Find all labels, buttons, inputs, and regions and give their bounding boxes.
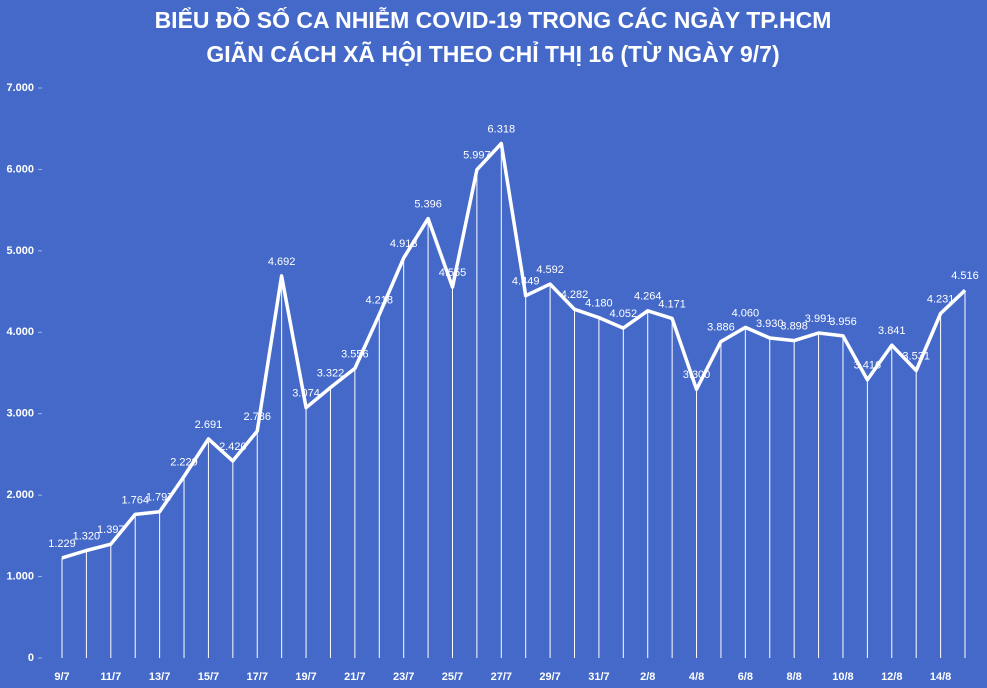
value-label: 4.449 xyxy=(512,276,540,288)
value-label: 3.322 xyxy=(317,367,345,379)
y-tick-label: 0 xyxy=(28,652,34,664)
value-label: 3.898 xyxy=(780,320,808,332)
y-tick-label: 3.000 xyxy=(6,408,34,420)
value-label: 4.264 xyxy=(634,291,662,303)
value-label: 3.300 xyxy=(683,369,711,381)
value-label: 3.416 xyxy=(854,360,882,372)
x-tick-label: 25/7 xyxy=(442,671,463,683)
x-tick-label: 10/8 xyxy=(832,671,853,683)
x-tick-label: 8/8 xyxy=(787,671,802,683)
value-label: 3.074 xyxy=(292,388,320,400)
x-tick-label: 12/8 xyxy=(881,671,902,683)
y-tick-label: 4.000 xyxy=(6,326,34,338)
value-label: 5.997 xyxy=(463,150,491,162)
value-label: 4.913 xyxy=(390,238,418,250)
x-tick-label: 21/7 xyxy=(344,671,365,683)
value-label: 4.180 xyxy=(585,298,613,310)
value-label: 3.556 xyxy=(341,348,369,360)
value-label: 1.797 xyxy=(146,492,174,504)
x-tick-label: 4/8 xyxy=(689,671,704,683)
value-label: 1.397 xyxy=(97,524,125,536)
value-label: 4.282 xyxy=(561,289,589,301)
value-label: 3.956 xyxy=(829,316,857,328)
x-tick-label: 29/7 xyxy=(539,671,560,683)
x-tick-label: 15/7 xyxy=(198,671,219,683)
value-label: 4.171 xyxy=(658,298,686,310)
value-label: 3.930 xyxy=(756,318,784,330)
y-tick-label: 7.000 xyxy=(6,82,34,94)
value-label: 4.218 xyxy=(366,294,394,306)
value-label: 4.516 xyxy=(951,270,979,282)
value-label: 1.229 xyxy=(48,538,76,550)
value-label: 4.592 xyxy=(536,264,564,276)
y-tick-label: 1.000 xyxy=(6,570,34,582)
x-tick-label: 27/7 xyxy=(491,671,512,683)
x-tick-label: 9/7 xyxy=(54,671,69,683)
value-label: 2.420 xyxy=(219,441,247,453)
y-tick-label: 2.000 xyxy=(6,489,34,501)
x-tick-label: 17/7 xyxy=(247,671,268,683)
value-label: 3.841 xyxy=(878,325,906,337)
value-label: 4.060 xyxy=(732,307,760,319)
chart-title: BIỂU ĐỒ SỐ CA NHIỄM COVID-19 TRONG CÁC N… xyxy=(155,5,832,33)
value-label: 4.231 xyxy=(927,293,955,305)
value-label: 3.531 xyxy=(902,350,930,362)
x-tick-label: 6/8 xyxy=(738,671,753,683)
value-label: 4.555 xyxy=(439,267,467,279)
y-tick-label: 5.000 xyxy=(6,245,34,257)
y-tick-label: 6.000 xyxy=(6,163,34,175)
value-label: 2.229 xyxy=(170,456,198,468)
value-label: 5.396 xyxy=(414,199,442,211)
x-tick-label: 31/7 xyxy=(588,671,609,683)
x-tick-label: 2/8 xyxy=(640,671,655,683)
value-label: 2.786 xyxy=(243,411,271,423)
value-label: 4.052 xyxy=(610,308,638,320)
value-label: 1.764 xyxy=(121,494,149,506)
x-tick-label: 19/7 xyxy=(295,671,316,683)
x-tick-label: 11/7 xyxy=(100,671,121,683)
line xyxy=(61,141,967,560)
value-label: 3.991 xyxy=(805,313,833,325)
x-tick-label: 13/7 xyxy=(149,671,170,683)
value-label: 6.318 xyxy=(488,123,516,135)
value-label: 1.320 xyxy=(73,530,101,542)
x-tick-label: 14/8 xyxy=(930,671,951,683)
value-label: 2.691 xyxy=(195,419,223,431)
value-label: 3.886 xyxy=(707,321,735,333)
x-tick-label: 23/7 xyxy=(393,671,414,683)
value-label: 4.692 xyxy=(268,256,296,268)
chart-subtitle: GIÃN CÁCH XÃ HỘI THEO CHỈ THỊ 16 (TỪ NGÀ… xyxy=(206,39,779,67)
